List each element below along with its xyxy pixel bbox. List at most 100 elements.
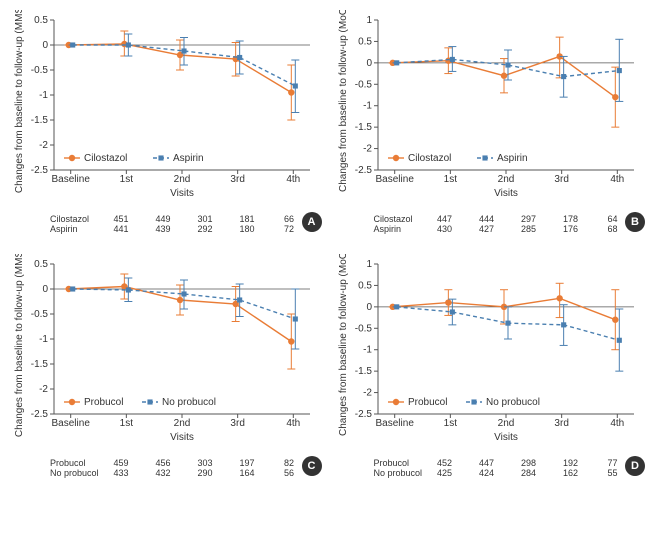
yaxis-label: Changes from baseline to follow-up (MMSE…	[14, 254, 25, 437]
legend: Probucol No probucol	[388, 397, 540, 408]
legend: Probucol No probucol	[64, 397, 216, 408]
svg-text:0: 0	[366, 58, 372, 69]
svg-text:Aspirin: Aspirin	[497, 153, 528, 164]
svg-text:4th: 4th	[286, 418, 300, 429]
svg-text:Probucol: Probucol	[84, 397, 123, 408]
svg-text:1st: 1st	[443, 418, 457, 429]
counts-cell: 447	[428, 214, 470, 224]
counts-cell: 424	[470, 468, 512, 478]
counts-cell: 433	[104, 468, 146, 478]
counts-table: Probucol45945630319782No probucol4334322…	[50, 458, 324, 478]
series-cilostazol	[388, 37, 619, 127]
yaxis-label: Changes from baseline to follow-up (MoCA…	[338, 10, 349, 192]
counts-row-label: Cilostazol	[50, 214, 104, 224]
counts-cell: 447	[470, 458, 512, 468]
counts-row-label: No probucol	[374, 468, 428, 478]
counts-cell: 301	[188, 214, 230, 224]
xaxis-label: Visits	[170, 188, 194, 199]
counts-cell: 284	[512, 468, 554, 478]
svg-text:-2.5: -2.5	[31, 165, 49, 176]
chart-C: -2.5-2-1.5-1-0.500.5Baseline1st2nd3rd4th…	[10, 254, 320, 454]
panel-badge: B	[625, 212, 645, 232]
svg-text:4th: 4th	[610, 174, 624, 185]
svg-text:0: 0	[366, 302, 372, 313]
chart-A: -2.5-2-1.5-1-0.500.5Baseline1st2nd3rd4th…	[10, 10, 320, 210]
svg-text:0: 0	[42, 284, 48, 295]
counts-row-label: Cilostazol	[374, 214, 428, 224]
svg-text:-2: -2	[39, 384, 48, 395]
counts-row-label: No probucol	[50, 468, 104, 478]
svg-text:-0.5: -0.5	[354, 79, 372, 90]
svg-text:3rd: 3rd	[230, 418, 244, 429]
counts-cell: 427	[470, 224, 512, 234]
counts-cell: 180	[230, 224, 272, 234]
svg-text:-1: -1	[363, 345, 372, 356]
svg-text:No probucol: No probucol	[486, 397, 540, 408]
svg-text:-1.5: -1.5	[354, 366, 372, 377]
svg-text:1st: 1st	[120, 174, 134, 185]
svg-text:3rd: 3rd	[230, 174, 244, 185]
svg-text:4th: 4th	[286, 174, 300, 185]
svg-text:4th: 4th	[610, 418, 624, 429]
counts-row-label: Probucol	[50, 458, 104, 468]
counts-cell: 292	[188, 224, 230, 234]
counts-cell: 290	[188, 468, 230, 478]
svg-text:-2.5: -2.5	[354, 165, 372, 176]
svg-text:Probucol: Probucol	[408, 397, 447, 408]
svg-text:Baseline: Baseline	[52, 174, 91, 185]
svg-text:-2: -2	[363, 388, 372, 399]
svg-text:-1.5: -1.5	[354, 122, 372, 133]
svg-text:-2: -2	[39, 140, 48, 151]
counts-cell: 181	[230, 214, 272, 224]
series-probucol	[388, 283, 619, 349]
svg-text:-2.5: -2.5	[354, 409, 372, 420]
svg-text:Baseline: Baseline	[375, 174, 414, 185]
svg-text:3rd: 3rd	[554, 174, 568, 185]
svg-text:-1.5: -1.5	[31, 115, 49, 126]
svg-text:0: 0	[42, 40, 48, 51]
series-cilostazol	[65, 31, 296, 120]
svg-text:2nd: 2nd	[174, 174, 191, 185]
svg-text:-1: -1	[39, 334, 48, 345]
counts-cell: 303	[188, 458, 230, 468]
svg-text:Baseline: Baseline	[52, 418, 91, 429]
svg-text:-1: -1	[363, 101, 372, 112]
svg-text:Cilostazol: Cilostazol	[408, 153, 451, 164]
legend: Cilostazol Aspirin	[388, 153, 528, 164]
svg-text:1: 1	[366, 259, 372, 270]
counts-cell: 430	[428, 224, 470, 234]
svg-text:0.5: 0.5	[34, 15, 48, 26]
chart-B: -2.5-2-1.5-1-0.500.51Baseline1st2nd3rd4t…	[334, 10, 644, 210]
svg-text:-0.5: -0.5	[31, 65, 49, 76]
counts-cell: 451	[104, 214, 146, 224]
counts-cell: 192	[554, 458, 596, 468]
svg-text:2nd: 2nd	[174, 418, 191, 429]
svg-text:0.5: 0.5	[358, 36, 372, 47]
counts-cell: 439	[146, 224, 188, 234]
svg-text:No probucol: No probucol	[162, 397, 216, 408]
svg-text:1st: 1st	[120, 418, 134, 429]
counts-table: Cilostazol44744429717864Aspirin430427285…	[374, 214, 648, 234]
svg-text:2nd: 2nd	[497, 418, 514, 429]
panel-badge: D	[625, 456, 645, 476]
yaxis-label: Changes from baseline to follow-up (MoCA…	[338, 254, 349, 436]
yaxis-label: Changes from baseline to follow-up (MMSE…	[14, 10, 25, 193]
counts-cell: 459	[104, 458, 146, 468]
panel-C: -2.5-2-1.5-1-0.500.5Baseline1st2nd3rd4th…	[10, 254, 324, 478]
counts-cell: 444	[470, 214, 512, 224]
counts-row-label: Aspirin	[374, 224, 428, 234]
xaxis-label: Visits	[170, 432, 194, 443]
counts-cell: 425	[428, 468, 470, 478]
counts-row-label: Aspirin	[50, 224, 104, 234]
svg-text:-0.5: -0.5	[31, 309, 49, 320]
svg-text:Baseline: Baseline	[375, 418, 414, 429]
series-aspirin	[392, 39, 623, 101]
svg-text:-2.5: -2.5	[31, 409, 49, 420]
panel-A: -2.5-2-1.5-1-0.500.5Baseline1st2nd3rd4th…	[10, 10, 324, 234]
legend: CilostazolAspirin	[64, 153, 204, 164]
counts-cell: 297	[512, 214, 554, 224]
counts-cell: 197	[230, 458, 272, 468]
series-probucol	[65, 274, 296, 369]
svg-text:-0.5: -0.5	[354, 323, 372, 334]
svg-text:0.5: 0.5	[358, 280, 372, 291]
